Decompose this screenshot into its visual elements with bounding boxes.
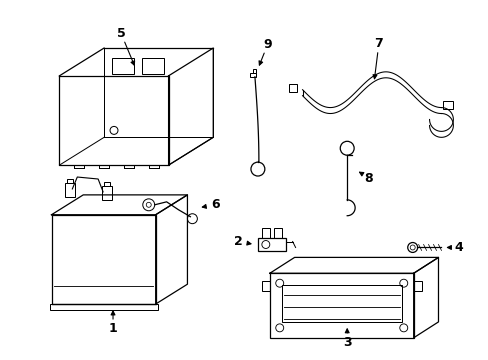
Bar bbox=[51, 215, 155, 304]
Bar bbox=[67, 179, 73, 183]
Bar bbox=[252, 69, 255, 73]
Bar bbox=[104, 182, 110, 186]
Text: 4: 4 bbox=[453, 241, 462, 254]
Text: 7: 7 bbox=[374, 37, 383, 50]
Bar bbox=[257, 238, 285, 251]
Bar bbox=[269, 273, 413, 338]
Text: 2: 2 bbox=[233, 235, 242, 248]
Text: 3: 3 bbox=[342, 336, 351, 349]
Bar bbox=[288, 84, 296, 92]
Bar bbox=[413, 281, 421, 291]
Text: 6: 6 bbox=[210, 198, 219, 211]
Bar bbox=[112, 58, 134, 74]
Text: 5: 5 bbox=[116, 27, 125, 40]
Bar bbox=[443, 100, 452, 109]
Bar bbox=[249, 73, 255, 77]
Bar bbox=[262, 281, 269, 291]
Bar bbox=[65, 183, 75, 197]
Bar bbox=[142, 58, 163, 74]
Text: 8: 8 bbox=[364, 171, 372, 185]
Text: 9: 9 bbox=[263, 37, 272, 50]
Bar bbox=[49, 304, 157, 310]
Text: 1: 1 bbox=[108, 322, 117, 336]
Bar bbox=[281, 285, 401, 322]
Bar bbox=[262, 228, 269, 238]
Bar bbox=[273, 228, 281, 238]
Bar bbox=[102, 186, 112, 200]
